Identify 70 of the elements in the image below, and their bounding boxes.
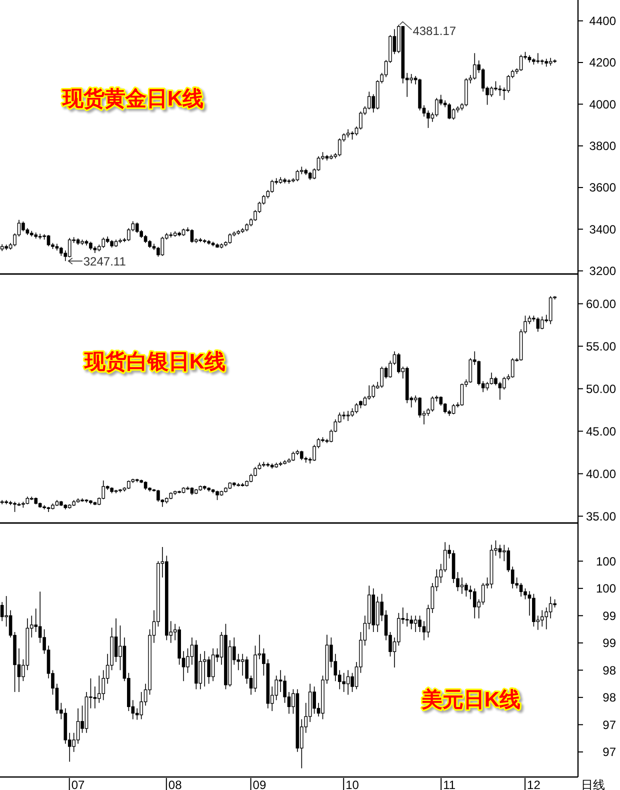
y-tick-label: 97 [602,745,616,760]
y-tick-label: 98 [602,690,616,705]
x-tick-label: 08 [168,778,182,790]
candlestick [190,228,194,244]
text: 美元日K线 [420,688,521,712]
text: 现货黄金日K线 [61,88,204,110]
y-tick-label: 100 [596,582,616,596]
x-tick-label: 10 [346,778,360,790]
y-tick-label: 4200 [589,56,616,70]
candlestick [372,384,376,398]
y-tick-label: 97 [602,718,616,732]
candlestick [114,618,118,662]
candlestick [296,688,300,752]
candlestick [414,615,418,632]
candlestick [93,686,97,709]
y-tick-label: 35.00 [586,509,616,524]
x-tick-label: 07 [71,778,86,790]
y-tick-label: 99 [602,636,616,650]
candlestick [548,296,552,325]
candlestick [405,366,409,404]
candlestick [544,607,548,630]
y-tick-label: 3800 [589,139,616,154]
y-tick-label: 4000 [589,97,616,112]
candlestick [0,602,4,622]
candlestick [287,178,291,184]
candlestick [266,462,270,468]
y-tick-label: 98 [602,663,616,678]
candlestick [410,74,414,84]
candlestick [481,582,485,606]
x-tick-label: 12 [527,778,541,790]
annotation: 3247.11 [83,254,126,268]
candlestick [498,85,502,96]
candlestick [211,648,215,682]
candlestick [346,410,350,422]
candlestick [405,612,409,627]
candlestick [342,411,346,420]
candlestick [342,672,346,692]
text: 现货白银日K线 [83,350,226,374]
x-tick-label: 09 [252,778,266,790]
candlestick [410,615,414,630]
y-tick-label: 40.00 [586,466,616,481]
x-tick-label: 11 [443,778,456,790]
candlestick [202,650,206,687]
candlestick [64,708,68,744]
candlestick [540,610,544,627]
candlestick [376,596,380,632]
candlestick [548,58,552,66]
y-tick-label: 4400 [589,14,616,28]
annotation: 4381.17 [412,24,456,38]
y-tick-label: 3600 [589,180,616,195]
candlestick [472,588,476,619]
y-tick-label: 60.00 [586,296,616,311]
candlestick [308,172,312,180]
candlestick [240,653,244,676]
y-tick-label: 45.00 [586,424,616,438]
candlestick [76,708,80,744]
y-tick-label: 100 [596,554,616,568]
candlestick [0,500,4,505]
candlestick [452,550,456,584]
candlestick [490,544,494,589]
y-tick-label: 3400 [589,222,616,236]
y-tick-label: 99 [602,608,616,623]
y-tick-label: 55.00 [586,339,616,354]
candlestick [354,402,358,414]
candlestick [30,230,34,237]
y-tick-label: 3200 [589,264,616,278]
candlestick [114,239,118,248]
candlestick [84,692,88,734]
y-tick-label: 50.00 [586,382,616,396]
candlestick [372,588,376,632]
